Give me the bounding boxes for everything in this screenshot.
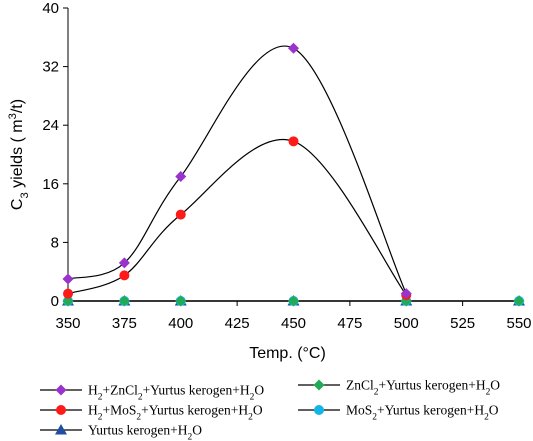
y-tick-label: 40 xyxy=(42,0,59,17)
data-point xyxy=(62,295,74,307)
series-curves xyxy=(67,45,519,302)
series-line xyxy=(67,138,407,296)
y-ticks: 0 8 16 24 32 40 xyxy=(42,0,68,310)
data-point xyxy=(513,295,525,307)
x-ticks: 350 375 400 425 450 475 500 525 550 xyxy=(55,301,532,332)
legend-marker xyxy=(314,405,324,415)
data-point xyxy=(400,288,412,300)
data-point xyxy=(175,295,187,307)
series-line xyxy=(67,45,407,294)
data-point xyxy=(288,42,299,54)
data-point xyxy=(175,170,187,182)
data-point xyxy=(118,257,130,269)
data-point xyxy=(288,295,299,307)
legend-item: Yurtus kerogen+H2O xyxy=(40,423,202,441)
x-tick-label: 450 xyxy=(281,315,306,332)
data-point xyxy=(288,136,299,147)
x-tick-label: 400 xyxy=(168,315,193,332)
x-tick-label: 350 xyxy=(55,315,80,332)
legend-label: H2+ZnCl2+Yurtus kerogen+H2O xyxy=(88,383,264,403)
legend-marker xyxy=(55,424,67,435)
series-markers xyxy=(62,42,525,307)
legend-item: H2+ZnCl2+Yurtus kerogen+H2O xyxy=(40,383,264,403)
data-point xyxy=(175,209,186,220)
y-tick-label: 16 xyxy=(42,176,59,193)
y-tick-label: 24 xyxy=(42,117,59,134)
y-axis-title: C3 yields ( m3/t) xyxy=(7,99,31,210)
legend-marker xyxy=(56,405,66,415)
y-tick-label: 8 xyxy=(51,234,59,251)
legend-marker xyxy=(55,384,67,396)
data-point xyxy=(63,288,73,299)
x-tick-label: 500 xyxy=(394,315,419,332)
data-point xyxy=(62,273,74,285)
legend-item: H2+MoS2+Yurtus kerogen+H2O xyxy=(40,403,263,423)
x-tick-label: 475 xyxy=(337,315,362,332)
legend-marker xyxy=(313,379,325,391)
x-axis-title: Temp. (°C) xyxy=(249,345,326,362)
data-point xyxy=(118,295,130,307)
legend: H2+ZnCl2+Yurtus kerogen+H2O ZnCl2+Yurtus … xyxy=(40,378,500,441)
legend-label: H2+MoS2+Yurtus kerogen+H2O xyxy=(88,403,263,423)
legend-label: Yurtus kerogen+H2O xyxy=(88,423,202,441)
data-point xyxy=(119,270,130,281)
legend-label: ZnCl2+Yurtus kerogen+H2O xyxy=(346,378,500,398)
x-tick-label: 375 xyxy=(112,315,137,332)
x-tick-label: 525 xyxy=(450,315,475,332)
legend-label: MoS2+Yurtus kerogen+H2O xyxy=(346,403,499,423)
y-tick-label: 0 xyxy=(51,293,59,310)
legend-item: ZnCl2+Yurtus kerogen+H2O xyxy=(298,378,500,398)
y-tick-label: 32 xyxy=(42,59,59,76)
x-tick-label: 550 xyxy=(506,315,531,332)
x-tick-label: 425 xyxy=(225,315,250,332)
legend-item: MoS2+Yurtus kerogen+H2O xyxy=(298,403,499,423)
